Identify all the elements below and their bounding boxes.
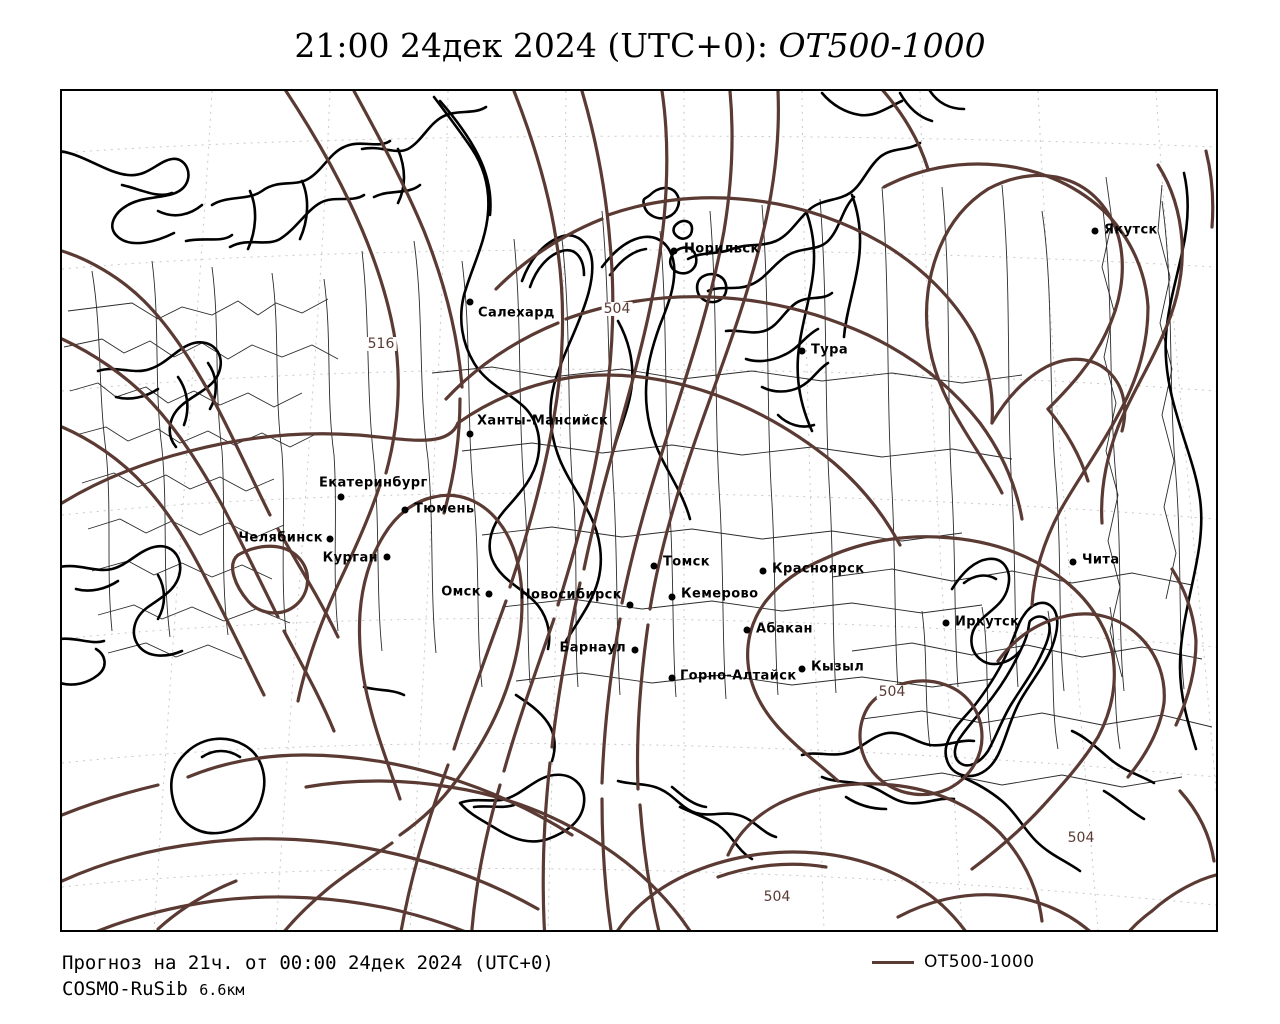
- city-label: Барнаул: [559, 640, 626, 656]
- city-marker: [466, 298, 474, 306]
- city-marker: [1069, 558, 1077, 566]
- city-label: Салехард: [478, 305, 555, 321]
- city-marker: [485, 590, 493, 598]
- city-label: Омск: [441, 584, 481, 600]
- legend-label: OT500-1000: [924, 952, 1035, 972]
- city-label: Якутск: [1104, 222, 1158, 238]
- city-label: Екатеринбург: [319, 475, 428, 491]
- contour-value-label: 504: [761, 889, 793, 905]
- city-marker: [383, 553, 391, 561]
- city-label: Ханты-Мансийск: [477, 413, 609, 429]
- city-label: Красноярск: [772, 561, 865, 577]
- city-label: Чита: [1082, 552, 1120, 568]
- contour-value-label: 516: [365, 336, 397, 352]
- city-label: Челябинск: [238, 530, 323, 546]
- city-marker: [337, 493, 345, 501]
- map-graphics: [62, 91, 1216, 930]
- model-resolution: 6.6км: [199, 981, 245, 999]
- city-marker: [401, 506, 409, 514]
- contour-layer: [62, 91, 1216, 930]
- title-field: OT500-1000: [778, 26, 986, 65]
- city-label: Новосибирск: [519, 587, 622, 603]
- city-label: Кызыл: [811, 659, 865, 675]
- contour-value-label: 504: [1065, 830, 1097, 846]
- city-marker: [626, 601, 634, 609]
- model-name: COSMO-RuSib: [62, 978, 200, 1000]
- page-title: 21:00 24дек 2024 (UTC+0): OT500-1000: [0, 26, 1280, 66]
- city-label: Тюмень: [414, 501, 475, 517]
- city-marker: [466, 430, 474, 438]
- city-label: Норильск: [684, 241, 760, 257]
- city-label: Абакан: [756, 621, 813, 637]
- city-marker: [798, 665, 806, 673]
- city-marker: [668, 593, 676, 601]
- city-label: Иркутск: [955, 614, 1020, 630]
- city-marker: [326, 535, 334, 543]
- city-marker: [798, 347, 806, 355]
- city-marker: [942, 619, 950, 627]
- city-label: Горно-Алтайск: [680, 668, 797, 684]
- city-marker: [1091, 227, 1099, 235]
- contour-value-label: 504: [876, 684, 908, 700]
- map-legend: OT500-1000: [872, 952, 1035, 972]
- city-marker: [650, 562, 658, 570]
- city-marker: [631, 646, 639, 654]
- contour-value-label: 504: [601, 301, 633, 317]
- title-timestamp: 21:00 24дек 2024 (UTC+0):: [294, 26, 779, 65]
- city-marker: [668, 674, 676, 682]
- forecast-line: Прогноз на 21ч. от 00:00 24дек 2024 (UTC…: [62, 952, 554, 974]
- forecast-info: Прогноз на 21ч. от 00:00 24дек 2024 (UTC…: [62, 950, 554, 1003]
- city-label: Кемерово: [681, 586, 759, 602]
- city-marker: [759, 567, 767, 575]
- legend-line-swatch: [872, 960, 914, 964]
- city-marker: [743, 626, 751, 634]
- admin-borders-layer: [63, 176, 1213, 788]
- city-label: Тура: [811, 342, 849, 358]
- model-line: COSMO-RuSib 6.6км: [62, 976, 554, 1003]
- city-label: Томск: [663, 554, 710, 570]
- map-canvas[interactable]: Норильск Салехард Якутск Тура Ханты-Мансийск…: [60, 89, 1218, 932]
- city-label: Курган: [322, 550, 378, 566]
- city-marker: [670, 247, 678, 255]
